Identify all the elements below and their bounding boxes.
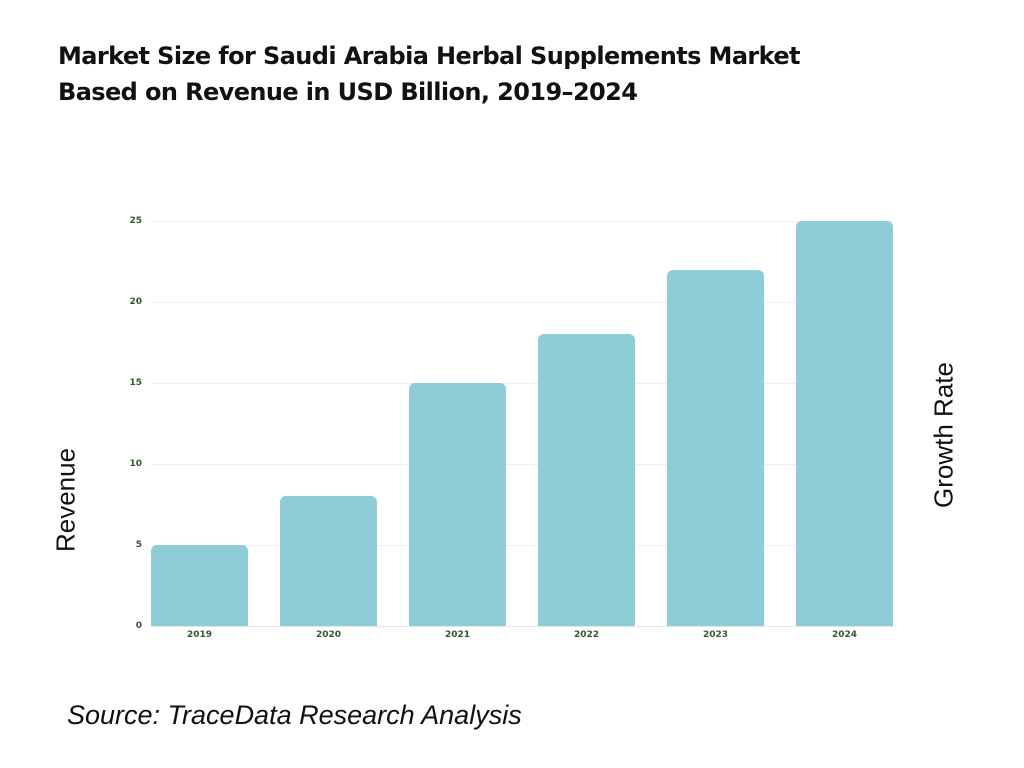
y-tick-label: 20 (129, 297, 142, 307)
y-axis-label-left: Revenue (50, 447, 81, 553)
source-note: Source: TraceData Research Analysis (67, 700, 522, 730)
gridline (151, 302, 893, 303)
x-tick-label: 2021 (444, 630, 471, 640)
gridline (151, 464, 893, 465)
bar-2021 (409, 383, 506, 626)
x-tick-label: 2020 (315, 630, 342, 640)
bar-2024 (796, 221, 893, 626)
x-tick-label: 2024 (831, 630, 858, 640)
gridline (151, 545, 893, 546)
x-tick-label: 2022 (573, 630, 600, 640)
bar-2019 (151, 545, 248, 626)
x-tick-label: 2023 (702, 630, 729, 640)
bar-2023 (667, 269, 764, 626)
y-tick-label: 15 (129, 378, 142, 388)
y-tick-label: 0 (135, 621, 142, 631)
gridline (151, 383, 893, 384)
bar-2020 (280, 496, 377, 626)
y-tick-label: 25 (129, 216, 142, 226)
x-tick-label: 2019 (186, 630, 213, 640)
chart-title-line-2: Based on Revenue in USD Billion, 2019–20… (58, 78, 638, 106)
y-axis-label-right: Growth Rate (928, 362, 959, 508)
x-axis-baseline (151, 626, 893, 627)
gridline (151, 221, 893, 222)
y-tick-label: 5 (135, 540, 142, 550)
chart-title-line-1: Market Size for Saudi Arabia Herbal Supp… (58, 42, 801, 70)
bar-2022 (538, 334, 635, 626)
chart-title: Market Size for Saudi Arabia Herbal Supp… (58, 38, 958, 110)
y-tick-label: 10 (129, 459, 142, 469)
